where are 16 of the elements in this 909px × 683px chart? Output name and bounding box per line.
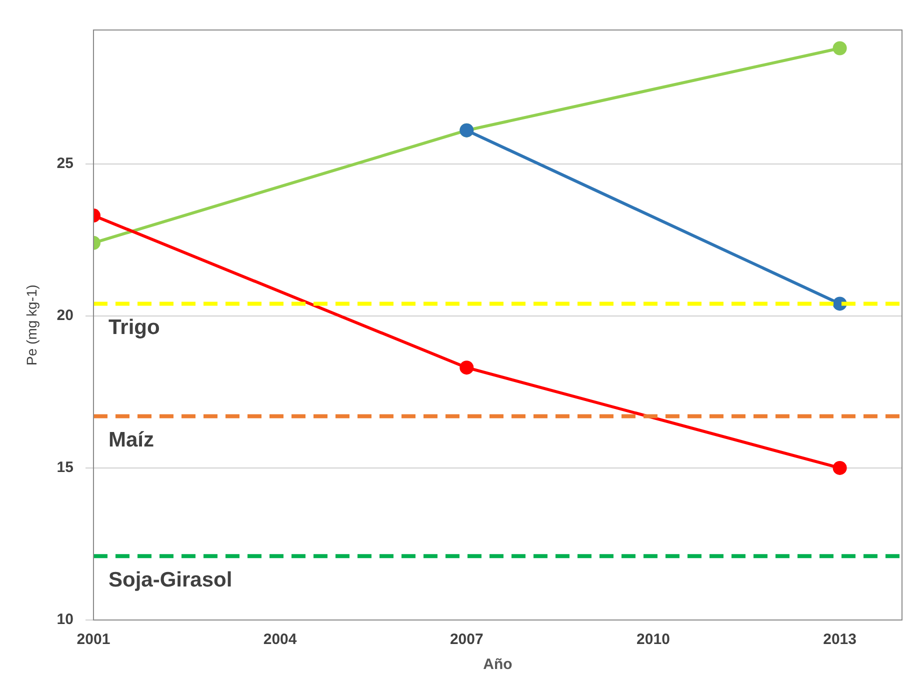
y-tick-label: 25 (56, 154, 74, 172)
x-axis-title: Año (483, 656, 512, 674)
point (832, 460, 847, 475)
x-tick-label: 2001 (76, 631, 110, 648)
ref-line-label: Trigo (108, 316, 160, 340)
x-tick-label: 2007 (450, 631, 484, 648)
x-tick-label: 2010 (636, 631, 670, 648)
x-tick-label: 2004 (263, 631, 298, 648)
y-tick-label: 15 (56, 459, 74, 476)
x-tick-label: 2013 (823, 631, 856, 648)
y-axis-title: Pe (mg kg-1) (23, 284, 40, 366)
y-tick-label: 20 (56, 307, 74, 324)
y-tick-label: 10 (56, 611, 74, 628)
point (460, 360, 474, 375)
ref-line-label: Maíz (108, 428, 154, 452)
ref-line-label: Soja-Girasol (108, 568, 232, 592)
